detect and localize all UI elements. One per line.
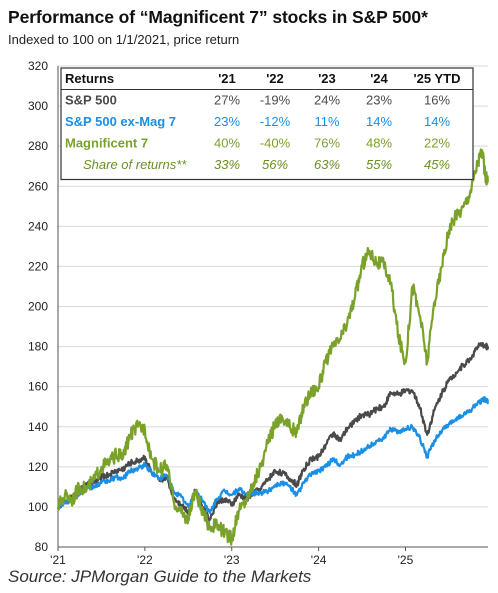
table-cell: 56% [262,157,288,172]
table-cell: 33% [214,157,240,172]
table-header-year: '22 [266,71,284,86]
table-cell: 45% [424,157,450,172]
chart-title: Performance of “Magnificent 7” stocks in… [8,7,428,27]
table-cell: 55% [366,157,392,172]
table-cell: 27% [214,93,240,108]
y-tick-label: 120 [28,460,48,474]
y-tick-label: 80 [35,540,49,554]
table-header-year: '21 [218,71,236,86]
table-header-year: '25 YTD [414,71,461,86]
table-header-year: '24 [370,71,388,86]
table-cell: -19% [260,93,291,108]
table-cell: 23% [214,114,240,129]
x-tick-label: '24 [311,553,327,567]
y-tick-label: 100 [28,500,48,514]
x-tick-label: '22 [137,553,153,567]
table-cell: 16% [424,93,450,108]
x-tick-label: '21 [50,553,66,567]
table-cell: 23% [366,93,392,108]
series-line-sp500 [56,342,490,522]
table-cell: 63% [314,157,340,172]
source-note: Source: JPMorgan Guide to the Markets [8,567,312,586]
table-cell: 14% [424,114,450,129]
returns-table-frame [60,67,474,181]
y-tick-label: 220 [28,259,48,273]
table-cell: 11% [314,114,339,129]
y-tick-label: 160 [28,380,48,394]
table-row-label: S&P 500 ex-Mag 7 [65,114,176,129]
table-header-year: '23 [318,71,336,86]
x-tick-label: '25 [398,553,414,567]
y-tick-label: 300 [28,99,48,113]
y-tick-label: 260 [28,179,48,193]
y-tick-label: 240 [28,219,48,233]
y-tick-label: 140 [28,420,48,434]
table-row-label: S&P 500 [65,93,117,108]
y-tick-label: 200 [28,300,48,314]
table-cell: 40% [214,136,240,151]
y-tick-label: 320 [28,59,48,73]
table-cell: 48% [366,136,392,151]
table-cell: 76% [314,136,340,151]
y-tick-label: 180 [28,340,48,354]
table-cell: -12% [260,114,291,129]
table-row-label: Share of returns** [83,157,187,172]
chart-subtitle: Indexed to 100 on 1/1/2021, price return [8,32,240,47]
x-tick-label: '23 [224,553,240,567]
table-header-returns: Returns [65,71,114,86]
series-line-sp500-ex-mag7 [56,396,489,514]
table-cell: -40% [260,136,291,151]
y-tick-label: 280 [28,139,48,153]
table-cell: 14% [366,114,392,129]
series-line-mag7 [56,148,489,546]
table-row-label: Magnificent 7 [65,136,148,151]
table-cell: 24% [314,93,340,108]
table-cell: 22% [424,136,450,151]
